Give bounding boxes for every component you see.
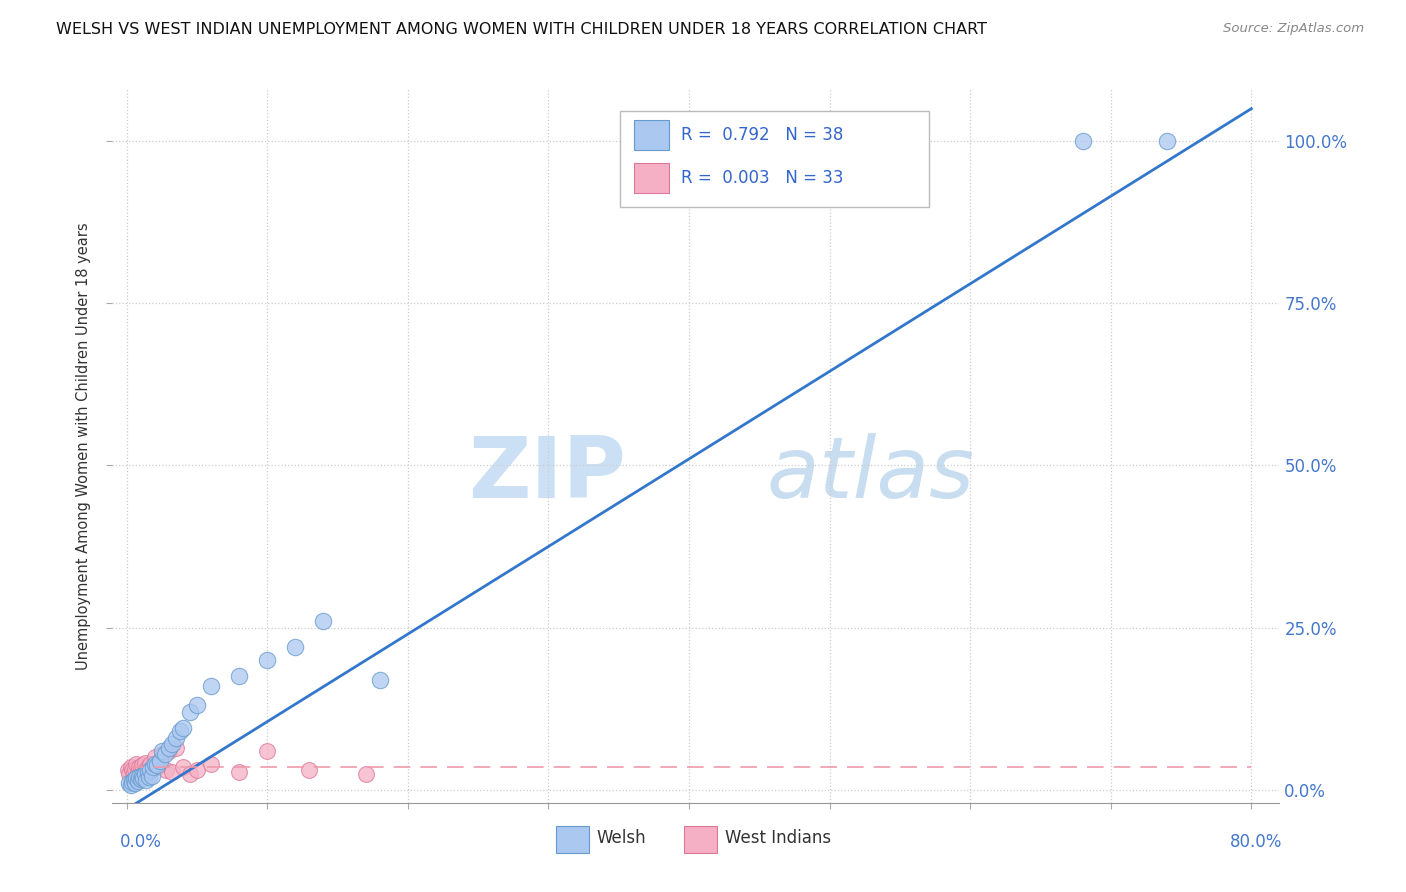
Point xyxy=(128,770,150,784)
Point xyxy=(157,744,180,758)
Point xyxy=(118,776,141,790)
Point xyxy=(284,640,307,654)
Point xyxy=(139,764,162,778)
Point xyxy=(118,766,141,780)
Point xyxy=(121,775,143,789)
FancyBboxPatch shape xyxy=(634,162,669,193)
Point xyxy=(150,747,173,761)
Point xyxy=(149,754,172,768)
Point xyxy=(128,760,150,774)
Point xyxy=(127,764,149,779)
Point xyxy=(155,764,177,778)
Point xyxy=(134,756,156,770)
Text: WELSH VS WEST INDIAN UNEMPLOYMENT AMONG WOMEN WITH CHILDREN UNDER 18 YEARS CORRE: WELSH VS WEST INDIAN UNEMPLOYMENT AMONG … xyxy=(56,22,987,37)
Point xyxy=(141,762,163,776)
Point xyxy=(143,756,166,771)
Text: Source: ZipAtlas.com: Source: ZipAtlas.com xyxy=(1223,22,1364,36)
Y-axis label: Unemployment Among Women with Children Under 18 years: Unemployment Among Women with Children U… xyxy=(76,222,91,670)
Point xyxy=(120,778,142,792)
Text: R =  0.792   N = 38: R = 0.792 N = 38 xyxy=(681,126,844,144)
Point xyxy=(150,744,173,758)
Point xyxy=(186,764,208,778)
Point xyxy=(131,768,153,782)
Text: atlas: atlas xyxy=(766,433,974,516)
Point xyxy=(200,679,222,693)
Point xyxy=(136,764,159,779)
Point xyxy=(160,764,183,779)
Point xyxy=(122,773,145,788)
Point xyxy=(129,772,152,787)
FancyBboxPatch shape xyxy=(555,826,589,853)
Point xyxy=(124,776,146,790)
Point xyxy=(135,773,157,788)
Point xyxy=(129,764,152,778)
Text: 80.0%: 80.0% xyxy=(1230,833,1282,851)
Point xyxy=(228,669,250,683)
Point xyxy=(124,762,146,776)
Point xyxy=(131,758,153,772)
Point xyxy=(122,764,145,779)
Text: R =  0.003   N = 33: R = 0.003 N = 33 xyxy=(681,169,844,186)
Point xyxy=(298,764,321,778)
Point xyxy=(125,756,148,771)
Point xyxy=(200,756,222,771)
Point xyxy=(153,747,176,761)
Point xyxy=(139,756,162,771)
Point xyxy=(125,771,148,785)
Point xyxy=(186,698,208,713)
Point xyxy=(256,744,278,758)
Point xyxy=(136,760,159,774)
Point xyxy=(165,731,187,745)
Point xyxy=(228,764,250,779)
Point xyxy=(134,766,156,780)
Point xyxy=(172,760,194,774)
Point xyxy=(165,740,187,755)
Point xyxy=(1071,134,1094,148)
Point xyxy=(179,766,201,780)
Text: West Indians: West Indians xyxy=(725,830,831,847)
FancyBboxPatch shape xyxy=(685,826,717,853)
Point xyxy=(312,614,335,628)
Point xyxy=(120,760,142,774)
Point xyxy=(138,764,160,779)
Point xyxy=(368,673,391,687)
Text: ZIP: ZIP xyxy=(468,433,626,516)
Point xyxy=(121,764,143,778)
Point xyxy=(138,770,160,784)
Point xyxy=(127,774,149,789)
Point xyxy=(354,766,377,780)
Point xyxy=(146,758,169,772)
Point xyxy=(179,705,201,719)
Point xyxy=(256,653,278,667)
Point xyxy=(172,721,194,735)
Point xyxy=(1156,134,1178,148)
Point xyxy=(135,764,157,778)
Point xyxy=(169,724,191,739)
Point xyxy=(160,738,183,752)
FancyBboxPatch shape xyxy=(634,120,669,150)
Point xyxy=(117,764,139,778)
Point xyxy=(157,740,180,755)
Text: 0.0%: 0.0% xyxy=(120,833,162,851)
Point xyxy=(132,771,155,785)
Point xyxy=(143,750,166,764)
FancyBboxPatch shape xyxy=(620,111,929,207)
Point xyxy=(132,766,155,780)
Point xyxy=(146,760,169,774)
Point xyxy=(141,768,163,782)
Point xyxy=(142,760,165,774)
Text: Welsh: Welsh xyxy=(596,830,647,847)
